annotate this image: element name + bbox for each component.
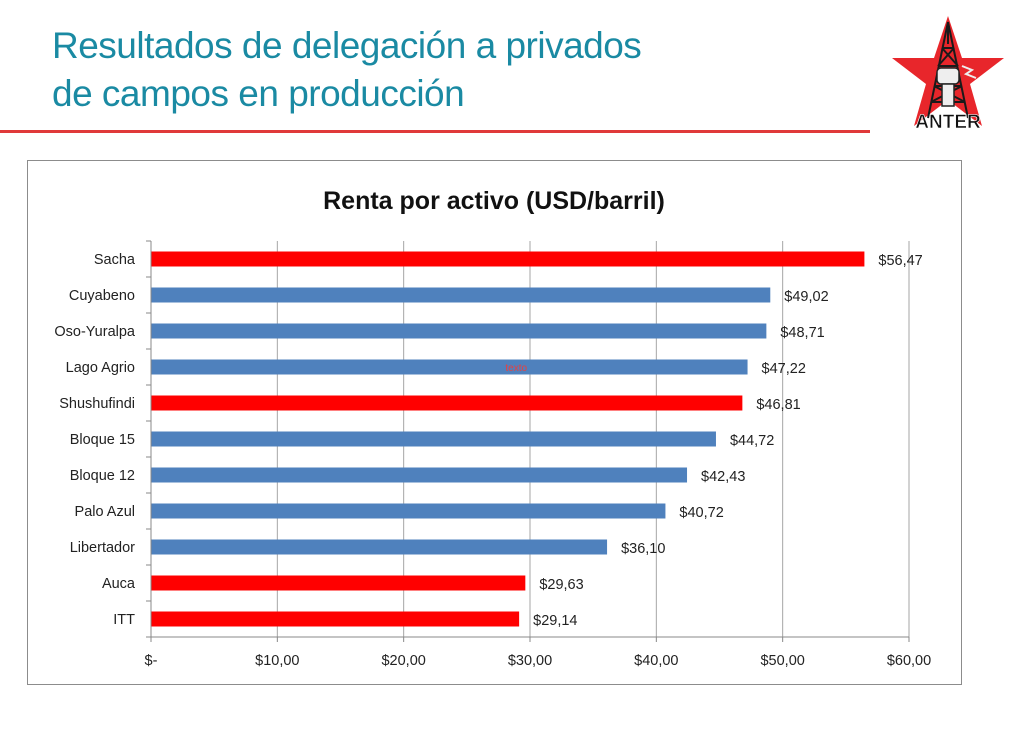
- category-label: Auca: [102, 576, 136, 592]
- bar-cuyabeno: [151, 287, 771, 303]
- data-label: $29,14: [533, 613, 577, 629]
- data-label: $40,72: [679, 505, 723, 521]
- x-tick-label: $20,00: [381, 653, 425, 669]
- bar-shushufindi: [151, 395, 743, 411]
- category-label: Libertador: [70, 540, 135, 556]
- category-label: Shushufindi: [59, 396, 135, 412]
- bars: [151, 251, 865, 627]
- x-tick-label: $10,00: [255, 653, 299, 669]
- category-label: Oso-Yuralpa: [54, 324, 136, 340]
- bar-lago-agrio: [151, 359, 748, 375]
- bar-itt: [151, 611, 520, 627]
- x-tick-label: $30,00: [508, 653, 552, 669]
- title-underline: [0, 130, 870, 133]
- chart-title: Renta por activo (USD/barril): [323, 187, 665, 215]
- data-label: $36,10: [621, 541, 665, 557]
- axes: [146, 240, 910, 642]
- category-label: Lago Agrio: [66, 360, 135, 376]
- slide-title-line-2: de campos en producción: [52, 73, 465, 114]
- data-label: $56,47: [878, 253, 922, 269]
- fist-icon: [936, 65, 977, 107]
- slide-title: Resultados de delegación a privados de c…: [52, 22, 642, 118]
- data-label: $47,22: [762, 361, 806, 377]
- category-label: Bloque 12: [70, 468, 135, 484]
- category-label: Bloque 15: [70, 432, 135, 448]
- logo-text: ANTER: [915, 112, 981, 132]
- data-label: $44,72: [730, 433, 774, 449]
- labels: $- $10,00 $20,00 $30,00 $40,00 $50,00 $60,00 Sa…: [54, 252, 931, 669]
- category-label: Cuyabeno: [69, 288, 135, 304]
- category-label: Sacha: [94, 252, 136, 268]
- bar-bloque-15: [151, 431, 716, 447]
- anter-logo: ANTER: [892, 14, 1004, 133]
- data-label: $48,71: [780, 325, 824, 341]
- bar-chart: Renta por activo (USD/barril) $- $10,00 $2…: [54, 187, 931, 669]
- slide-title-line-1: Resultados de delegación a privados: [52, 25, 642, 66]
- x-tick-label: $60,00: [887, 653, 931, 669]
- data-label: $46,81: [756, 397, 800, 413]
- category-label: Palo Azul: [75, 504, 135, 520]
- data-label: $29,63: [539, 577, 583, 593]
- data-label: $49,02: [784, 289, 828, 305]
- bar-libertador: [151, 539, 608, 555]
- annotation-text: texto: [505, 363, 527, 374]
- bar-auca: [151, 575, 526, 591]
- bar-bloque-12: [151, 467, 688, 483]
- bar-sacha: [151, 251, 865, 267]
- category-label: ITT: [113, 612, 135, 628]
- data-label: $42,43: [701, 469, 745, 485]
- chart-frame: Renta por activo (USD/barril) $- $10,00 $2…: [27, 160, 962, 685]
- x-tick-label: $40,00: [634, 653, 678, 669]
- x-tick-label: $-: [145, 653, 158, 669]
- bar-palo-azul: [151, 503, 666, 519]
- x-tick-label: $50,00: [760, 653, 804, 669]
- bar-oso-yuralpa: [151, 323, 767, 339]
